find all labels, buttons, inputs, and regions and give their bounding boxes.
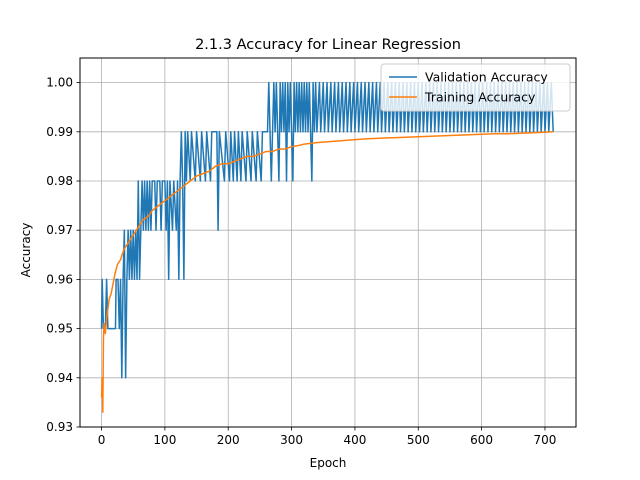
plot-area xyxy=(100,81,554,413)
x-tick-label: 500 xyxy=(407,433,430,447)
y-tick-label: 0.98 xyxy=(46,174,73,188)
x-tick-label: 600 xyxy=(470,433,493,447)
y-tick-label: 0.95 xyxy=(46,322,73,336)
x-tick-label: 0 xyxy=(98,433,106,447)
legend-label: Training Accuracy xyxy=(424,90,536,105)
axes-frame xyxy=(79,57,577,428)
y-axis-label: Accuracy xyxy=(19,223,33,278)
x-tick-label: 300 xyxy=(280,433,303,447)
training-accuracy-line xyxy=(100,131,554,413)
legend-box xyxy=(380,63,571,112)
y-tick-label: 0.96 xyxy=(46,272,73,286)
legend: Validation Accuracy Training Accuracy xyxy=(380,63,571,112)
x-tick-label: 400 xyxy=(343,433,366,447)
x-tick-label: 700 xyxy=(534,433,557,447)
x-tick-label: 200 xyxy=(217,433,240,447)
y-tick-label: 0.94 xyxy=(46,371,73,385)
x-axis-ticks: 0 100 200 300 400 500 600 700 xyxy=(98,427,557,447)
y-tick-label: 1.00 xyxy=(46,76,73,90)
y-tick-label: 0.93 xyxy=(46,420,73,434)
legend-label: Validation Accuracy xyxy=(425,70,548,85)
chart-title: 2.1.3 Accuracy for Linear Regression xyxy=(195,37,461,53)
x-tick-label: 100 xyxy=(153,433,176,447)
x-axis-label: Epoch xyxy=(310,456,347,470)
y-tick-label: 0.97 xyxy=(46,223,73,237)
y-tick-label: 0.99 xyxy=(46,125,73,139)
y-axis-ticks: 0.93 0.94 0.95 0.96 0.97 0.98 0.99 1.00 xyxy=(46,76,80,434)
validation-accuracy-line xyxy=(100,81,554,379)
